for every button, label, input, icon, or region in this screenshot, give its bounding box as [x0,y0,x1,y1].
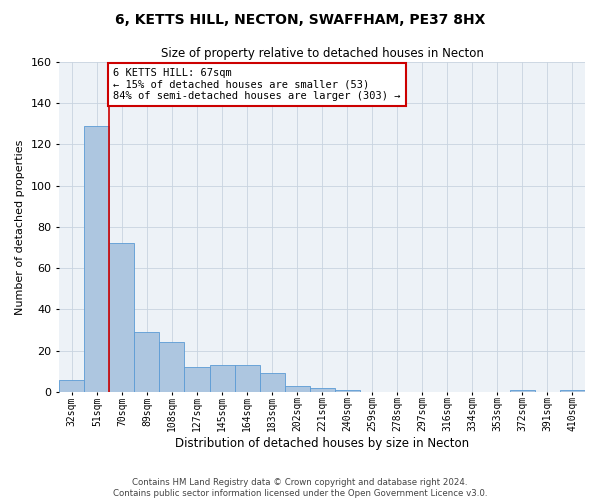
Bar [209,365,235,392]
X-axis label: Distribution of detached houses by size in Necton: Distribution of detached houses by size … [175,437,469,450]
Bar [85,126,109,392]
Bar [235,365,260,392]
Bar [109,244,134,392]
Bar [335,390,360,392]
Text: 6, KETTS HILL, NECTON, SWAFFHAM, PE37 8HX: 6, KETTS HILL, NECTON, SWAFFHAM, PE37 8H… [115,12,485,26]
Title: Size of property relative to detached houses in Necton: Size of property relative to detached ho… [161,48,484,60]
Bar [284,386,310,392]
Bar [134,332,160,392]
Bar [160,342,184,392]
Bar [59,380,85,392]
Text: Contains HM Land Registry data © Crown copyright and database right 2024.
Contai: Contains HM Land Registry data © Crown c… [113,478,487,498]
Bar [310,388,335,392]
Bar [260,374,284,392]
Bar [510,390,535,392]
Text: 6 KETTS HILL: 67sqm
← 15% of detached houses are smaller (53)
84% of semi-detach: 6 KETTS HILL: 67sqm ← 15% of detached ho… [113,68,401,101]
Bar [184,368,209,392]
Y-axis label: Number of detached properties: Number of detached properties [15,139,25,314]
Bar [560,390,585,392]
